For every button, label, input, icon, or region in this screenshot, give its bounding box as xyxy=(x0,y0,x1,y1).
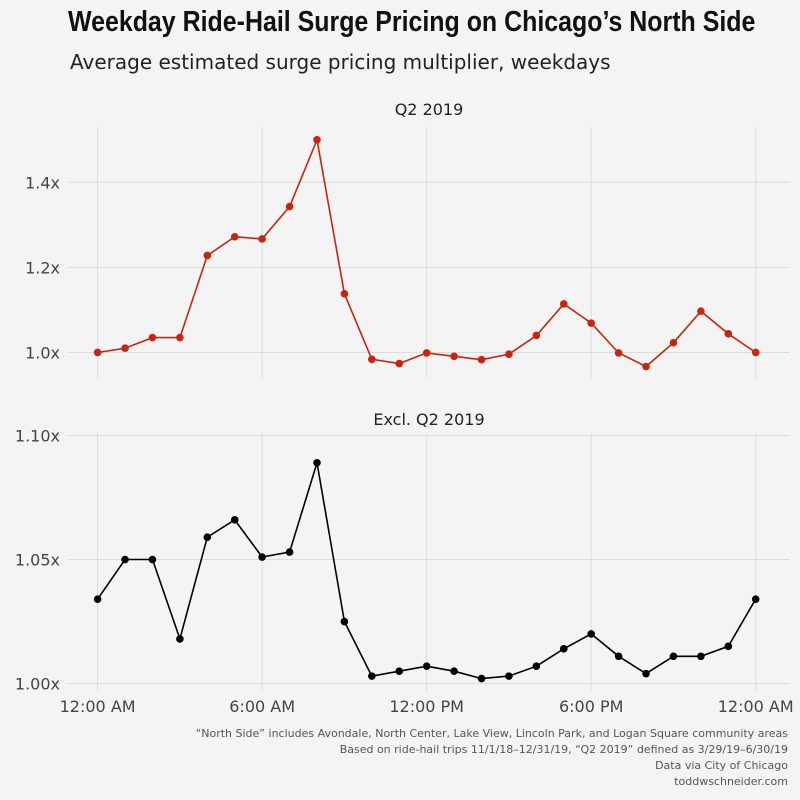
data-point xyxy=(203,533,212,541)
data-point xyxy=(505,350,513,358)
data-point xyxy=(587,630,595,638)
data-point xyxy=(258,235,266,243)
caption-website: toddwschneider.com xyxy=(674,775,788,788)
data-point xyxy=(395,667,404,675)
x-tick-label: 6:00 AM xyxy=(229,697,295,716)
chart-title: Weekday Ride-Hail Surge Pricing on Chica… xyxy=(68,6,756,38)
y-tick-label: 1.10x xyxy=(15,426,60,445)
y-tick-label: 1.2x xyxy=(25,258,60,277)
data-point xyxy=(724,329,733,338)
data-point xyxy=(450,667,458,675)
data-point xyxy=(285,202,294,211)
panel-title: Excl. Q2 2019 xyxy=(373,410,484,429)
data-point xyxy=(285,548,294,556)
data-point xyxy=(93,348,102,357)
data-point xyxy=(477,355,486,364)
caption-data-source: Data via City of Chicago xyxy=(655,759,788,772)
panel-1: 1.0x 1.2x 1.4x Q2 2019 xyxy=(25,100,790,378)
data-point xyxy=(642,362,650,371)
y-tick-label: 1.00x xyxy=(15,675,60,694)
data-point xyxy=(258,553,266,561)
data-point xyxy=(559,300,568,308)
data-point xyxy=(176,635,184,643)
data-point xyxy=(697,307,705,316)
data-point xyxy=(176,333,184,342)
data-point xyxy=(751,595,760,604)
x-tick-label: 12:00 PM xyxy=(389,697,464,716)
data-point xyxy=(395,359,404,368)
data-point xyxy=(669,338,678,347)
data-point xyxy=(614,652,623,661)
y-tick-label: 1.0x xyxy=(25,343,60,362)
data-point xyxy=(230,516,239,524)
data-point xyxy=(148,333,157,342)
data-point xyxy=(230,232,239,241)
data-point xyxy=(477,674,486,683)
data-point xyxy=(669,652,678,661)
caption-trips-range: Based on ride-hail trips 11/1/18–12/31/1… xyxy=(339,743,788,756)
data-point xyxy=(532,662,541,670)
data-point xyxy=(751,348,760,357)
data-point xyxy=(340,289,349,298)
data-point xyxy=(559,645,568,653)
data-point xyxy=(121,555,129,564)
data-point xyxy=(532,331,541,340)
data-point xyxy=(368,672,376,680)
data-point xyxy=(203,251,212,260)
chart-subtitle: Average estimated surge pricing multipli… xyxy=(70,50,611,74)
data-point xyxy=(505,672,513,680)
data-point xyxy=(587,319,595,327)
panel-2: 1.00x 1.05x 1.10x Excl. Q2 2019 xyxy=(15,410,790,694)
data-point xyxy=(614,349,623,357)
data-point xyxy=(697,652,705,661)
data-point xyxy=(368,355,376,364)
y-tick-label: 1.05x xyxy=(15,551,60,570)
x-tick-label: 6:00 PM xyxy=(559,697,623,716)
data-point xyxy=(422,349,431,357)
data-point xyxy=(642,669,650,678)
panel-title: Q2 2019 xyxy=(395,100,464,119)
data-point xyxy=(422,662,431,670)
caption-north-side: “North Side” includes Avondale, North Ce… xyxy=(195,727,788,740)
data-point xyxy=(121,344,129,353)
data-point xyxy=(93,595,102,604)
data-point xyxy=(724,642,733,651)
data-point xyxy=(148,555,157,564)
data-point xyxy=(313,135,321,144)
y-tick-label: 1.4x xyxy=(25,173,60,192)
data-point xyxy=(450,352,458,361)
data-point xyxy=(340,617,349,626)
x-tick-label: 12:00 AM xyxy=(718,697,794,716)
data-point xyxy=(313,458,321,467)
x-tick-label: 12:00 AM xyxy=(60,697,136,716)
